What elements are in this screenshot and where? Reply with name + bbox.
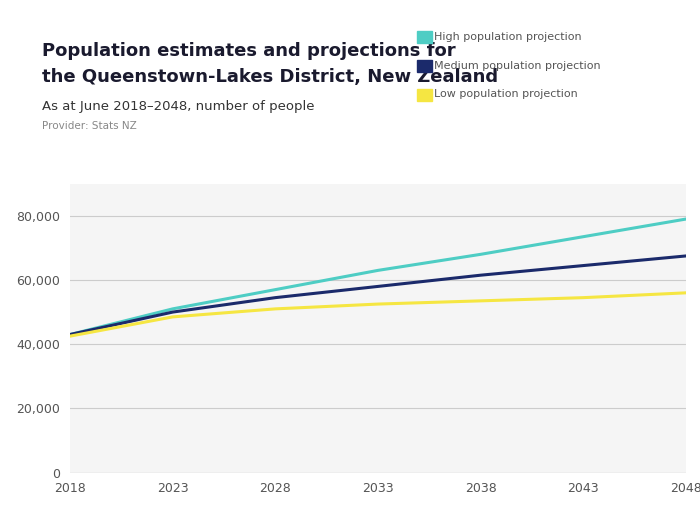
Line: High population projection: High population projection [70,219,686,334]
High population projection [66,331,74,338]
Text: Population estimates and projections for: Population estimates and projections for [42,42,456,60]
High population projection [477,251,485,257]
High population projection [169,306,177,312]
Text: the Queenstown-Lakes District, New Zealand: the Queenstown-Lakes District, New Zeala… [42,68,498,86]
Low population projection [579,295,587,301]
Low population projection [271,306,279,312]
Text: As at June 2018–2048, number of people: As at June 2018–2048, number of people [42,100,314,113]
High population projection [579,234,587,240]
Text: Provider: Stats NZ: Provider: Stats NZ [42,121,136,131]
Text: High population projection: High population projection [434,32,582,42]
Medium population projection [682,253,690,259]
Text: figure.nz: figure.nz [598,22,676,36]
Text: Medium population projection: Medium population projection [434,60,601,71]
Low population projection [374,301,382,307]
Line: Medium population projection: Medium population projection [70,256,686,334]
High population projection [682,216,690,222]
Low population projection [66,333,74,339]
Low population projection [477,298,485,304]
Medium population projection [477,272,485,278]
Medium population projection [66,331,74,338]
Line: Low population projection: Low population projection [70,293,686,336]
Text: Low population projection: Low population projection [434,89,578,100]
Medium population projection [374,284,382,290]
Medium population projection [579,262,587,269]
Medium population projection [271,295,279,301]
Low population projection [169,314,177,320]
Medium population projection [169,309,177,315]
Low population projection [682,290,690,296]
High population projection [271,287,279,293]
High population projection [374,267,382,274]
